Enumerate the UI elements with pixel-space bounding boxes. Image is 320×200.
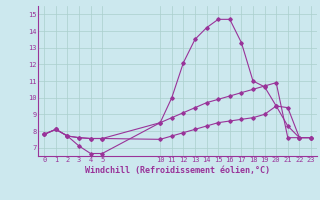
- X-axis label: Windchill (Refroidissement éolien,°C): Windchill (Refroidissement éolien,°C): [85, 166, 270, 175]
